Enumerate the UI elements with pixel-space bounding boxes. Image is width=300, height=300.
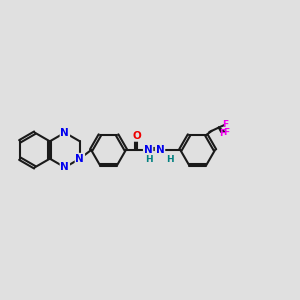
- Text: F: F: [223, 128, 229, 137]
- Text: N: N: [61, 162, 69, 172]
- Text: N: N: [61, 128, 69, 138]
- Text: F: F: [223, 120, 229, 129]
- Text: O: O: [133, 131, 141, 141]
- Text: H: H: [167, 155, 174, 164]
- Text: N: N: [76, 154, 84, 164]
- Text: N: N: [156, 145, 164, 155]
- Text: F: F: [219, 128, 225, 137]
- Text: N: N: [144, 145, 152, 155]
- Text: H: H: [145, 155, 153, 164]
